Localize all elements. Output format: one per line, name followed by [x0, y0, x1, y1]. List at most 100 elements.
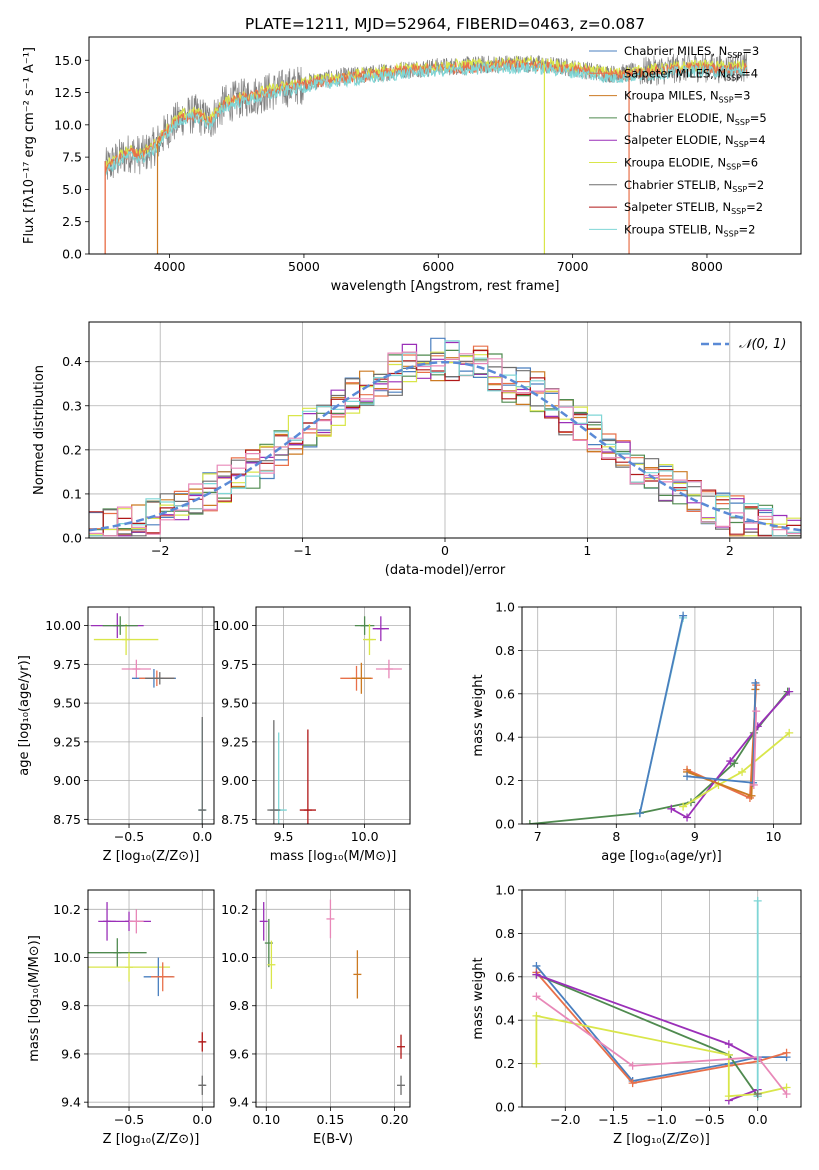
y-tick-label: 0.4	[495, 730, 515, 745]
data-point	[683, 772, 692, 781]
data-point	[747, 791, 756, 800]
y-tick-label: 0.2	[495, 773, 515, 788]
x-tick-label: −1.0	[646, 1112, 676, 1127]
series-line	[682, 732, 790, 808]
panel-age-vs-Z: −0.5 0.0 8.75 9.00 9.25 9.50 9.75 10.00 Z [log₁₀…	[17, 606, 215, 864]
y-tick-label: 9.50	[221, 696, 249, 711]
x-axis-label: wavelength [Angstrom, rest frame]	[331, 279, 560, 294]
x-tick-label: 8000	[691, 259, 723, 274]
data-point	[532, 1059, 541, 1068]
series-line	[670, 690, 790, 819]
series-line	[536, 973, 759, 1061]
x-tick-label: −0.5	[694, 1112, 724, 1127]
x-tick-label: 9	[691, 829, 699, 844]
y-tick-label: 0.6	[495, 969, 515, 984]
data-point	[785, 687, 794, 696]
legend-entry: 𝒩(0, 1)	[739, 337, 786, 352]
y-tick-label: 0.0	[495, 1100, 515, 1115]
x-tick-label: 0.0	[748, 1112, 768, 1127]
y-tick-label: 9.00	[53, 773, 81, 788]
y-tick-label: 0.0	[62, 247, 82, 262]
y-axis-label: Flux [fλ10⁻¹⁷ erg cm⁻² s⁻¹ A⁻¹]	[22, 47, 37, 244]
y-tick-label: 2.5	[62, 214, 82, 229]
y-tick-label: 0.2	[495, 1056, 515, 1071]
model-spectrum	[104, 61, 748, 176]
series-line	[535, 1014, 787, 1098]
y-axis-label: mass weight	[471, 674, 486, 756]
data-point	[726, 757, 735, 766]
data-point	[782, 1048, 791, 1057]
y-axis-label: mass [log₁₀(M/M⊙)]	[27, 935, 42, 1062]
gaussian-curve	[89, 360, 801, 532]
y-tick-label: 9.4	[229, 1095, 249, 1110]
y-tick-label: 1.0	[495, 600, 515, 615]
y-tick-label: 9.75	[221, 657, 249, 672]
y-tick-label: 9.25	[53, 734, 81, 749]
panel-spectrum: 4000 5000 6000 7000 8000 0.0 2.5 5.0 7.5 10.0 12.5…	[22, 36, 802, 294]
panel-massweight-vs-Z: −2.0 −1.5 −1.0 −0.5 0.0 0.0 0.2 0.4 0.6 0.8 1.0 Z […	[471, 883, 802, 1147]
data-point	[628, 1061, 637, 1070]
data-point	[679, 802, 688, 811]
data-point	[782, 1089, 791, 1098]
y-tick-label: 0.2	[62, 442, 82, 457]
data-point	[738, 767, 747, 776]
x-tick-label: 10	[766, 829, 782, 844]
plot-area	[267, 616, 402, 824]
legend-entry: Kroupa ELODIE, NSSP=6	[624, 156, 758, 172]
x-tick-label: 5000	[288, 259, 320, 274]
y-tick-label: 0.8	[495, 643, 515, 658]
y-tick-label: 0.8	[495, 926, 515, 941]
y-tick-label: 0.4	[62, 354, 82, 369]
x-axis-label: (data-model)/error	[385, 563, 506, 578]
x-tick-label: −2	[151, 543, 169, 558]
y-tick-label: 0.1	[62, 486, 82, 501]
data-point	[753, 1089, 762, 1098]
x-tick-label: 0.0	[192, 829, 212, 844]
x-tick-label: 10.0	[351, 829, 379, 844]
x-axis-label: age [log₁₀(age/yr)]	[601, 849, 722, 864]
data-point	[752, 707, 761, 716]
x-tick-label: 0.10	[252, 1112, 280, 1127]
data-point	[667, 804, 676, 813]
y-tick-label: 10.00	[213, 618, 249, 633]
data-point	[525, 820, 534, 824]
x-tick-label: 6000	[422, 259, 454, 274]
y-tick-label: 0.6	[495, 686, 515, 701]
x-tick-label: 4000	[154, 259, 186, 274]
y-tick-label: 8.75	[221, 812, 249, 827]
plot-area	[88, 902, 207, 1095]
data-point	[753, 896, 762, 905]
series-line	[686, 682, 757, 784]
axes-frame	[87, 889, 215, 1108]
x-axis-label: E(B-V)	[313, 1132, 353, 1147]
y-tick-label: 7.5	[62, 150, 82, 165]
y-tick-label: 1.0	[495, 883, 515, 898]
y-tick-label: 9.6	[61, 1046, 81, 1061]
series-line	[639, 615, 684, 814]
plot-area	[532, 896, 791, 1105]
y-tick-label: 10.00	[45, 618, 81, 633]
y-tick-label: 9.50	[53, 696, 81, 711]
panel-massweight-vs-age: 7 8 9 10 0.0 0.2 0.4 0.6 0.8 1.0 age [log₁₀(age/yr…	[471, 600, 802, 864]
y-tick-label: 10.0	[53, 950, 81, 965]
y-tick-label: 5.0	[62, 182, 82, 197]
plot-area	[90, 613, 207, 824]
x-tick-label: −1	[293, 543, 311, 558]
axes-frame	[88, 36, 802, 255]
data-point	[635, 809, 644, 818]
data-point	[628, 1079, 637, 1088]
y-tick-label: 9.8	[61, 998, 81, 1013]
series-line	[752, 711, 758, 785]
legend-entry: Kroupa MILES, NSSP=3	[624, 89, 750, 105]
x-tick-label: 0.0	[192, 1112, 212, 1127]
x-tick-label: 9.5	[274, 829, 294, 844]
data-point	[679, 611, 688, 620]
x-tick-label: 2	[726, 543, 734, 558]
legend-entry: Chabrier STELIB, NSSP=2	[624, 178, 764, 194]
x-tick-label: −1.5	[598, 1112, 628, 1127]
y-tick-label: 9.4	[61, 1095, 81, 1110]
x-tick-label: 8	[612, 829, 620, 844]
figure-title: PLATE=1211, MJD=52964, FIBERID=0463, z=0…	[245, 15, 645, 33]
plot-area	[89, 337, 801, 537]
x-tick-label: 7	[534, 829, 542, 844]
